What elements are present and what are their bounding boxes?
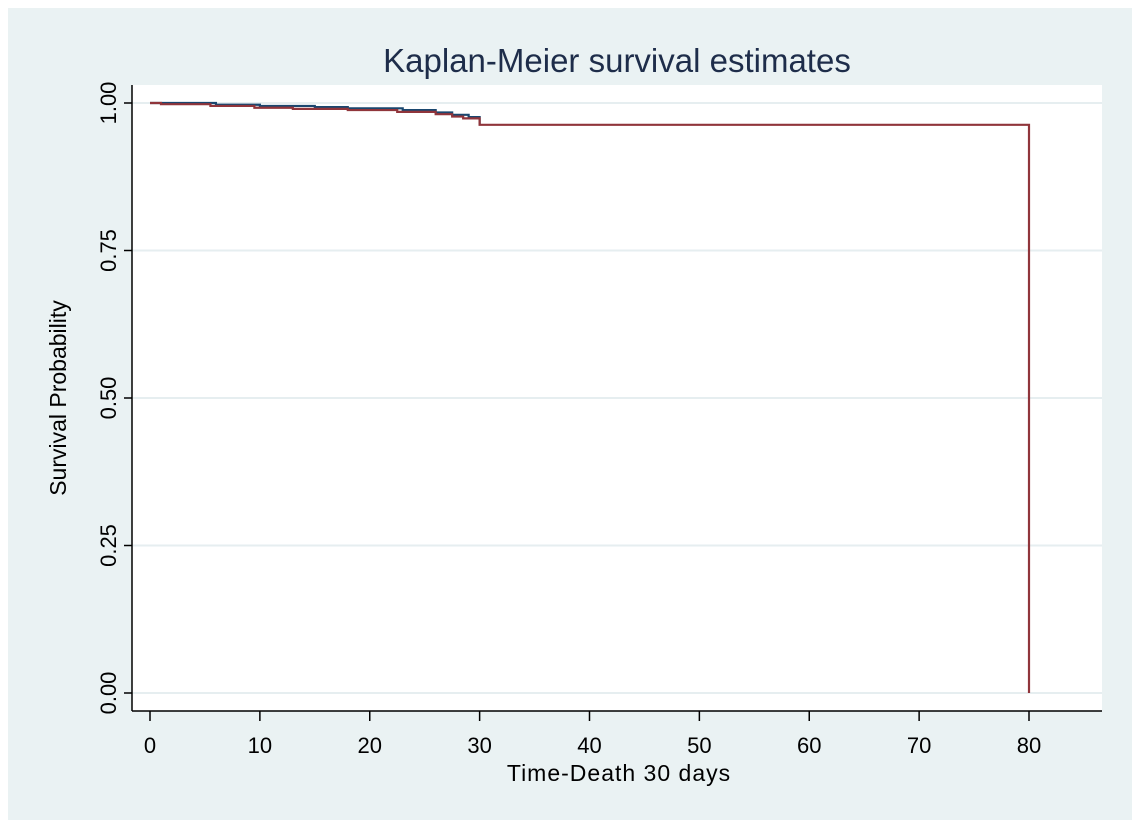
survival-curve-2: [150, 101, 1031, 693]
survival-curve-1: [150, 101, 481, 125]
x-axis-label: Time-Death 30 days: [507, 760, 731, 786]
x-tick-label: 70: [907, 733, 931, 758]
y-tick-label: 0.25: [96, 524, 121, 567]
y-tick-label: 0.50: [96, 377, 121, 420]
y-axis-label: Survival Probability: [45, 300, 71, 496]
x-tick-label: 0: [144, 733, 156, 758]
y-tick-label: 0.75: [96, 229, 121, 272]
chart-title: Kaplan-Meier survival estimates: [383, 42, 851, 79]
x-tick-label: 50: [687, 733, 711, 758]
x-tick-label: 20: [358, 733, 382, 758]
y-tick-label: 1.00: [96, 82, 121, 125]
y-tick-label: 0.00: [96, 672, 121, 715]
x-tick-label: 80: [1017, 733, 1041, 758]
x-tick-label: 30: [467, 733, 491, 758]
x-tick-label: 40: [577, 733, 601, 758]
x-tick-label: 10: [248, 733, 272, 758]
x-tick-label: 60: [797, 733, 821, 758]
